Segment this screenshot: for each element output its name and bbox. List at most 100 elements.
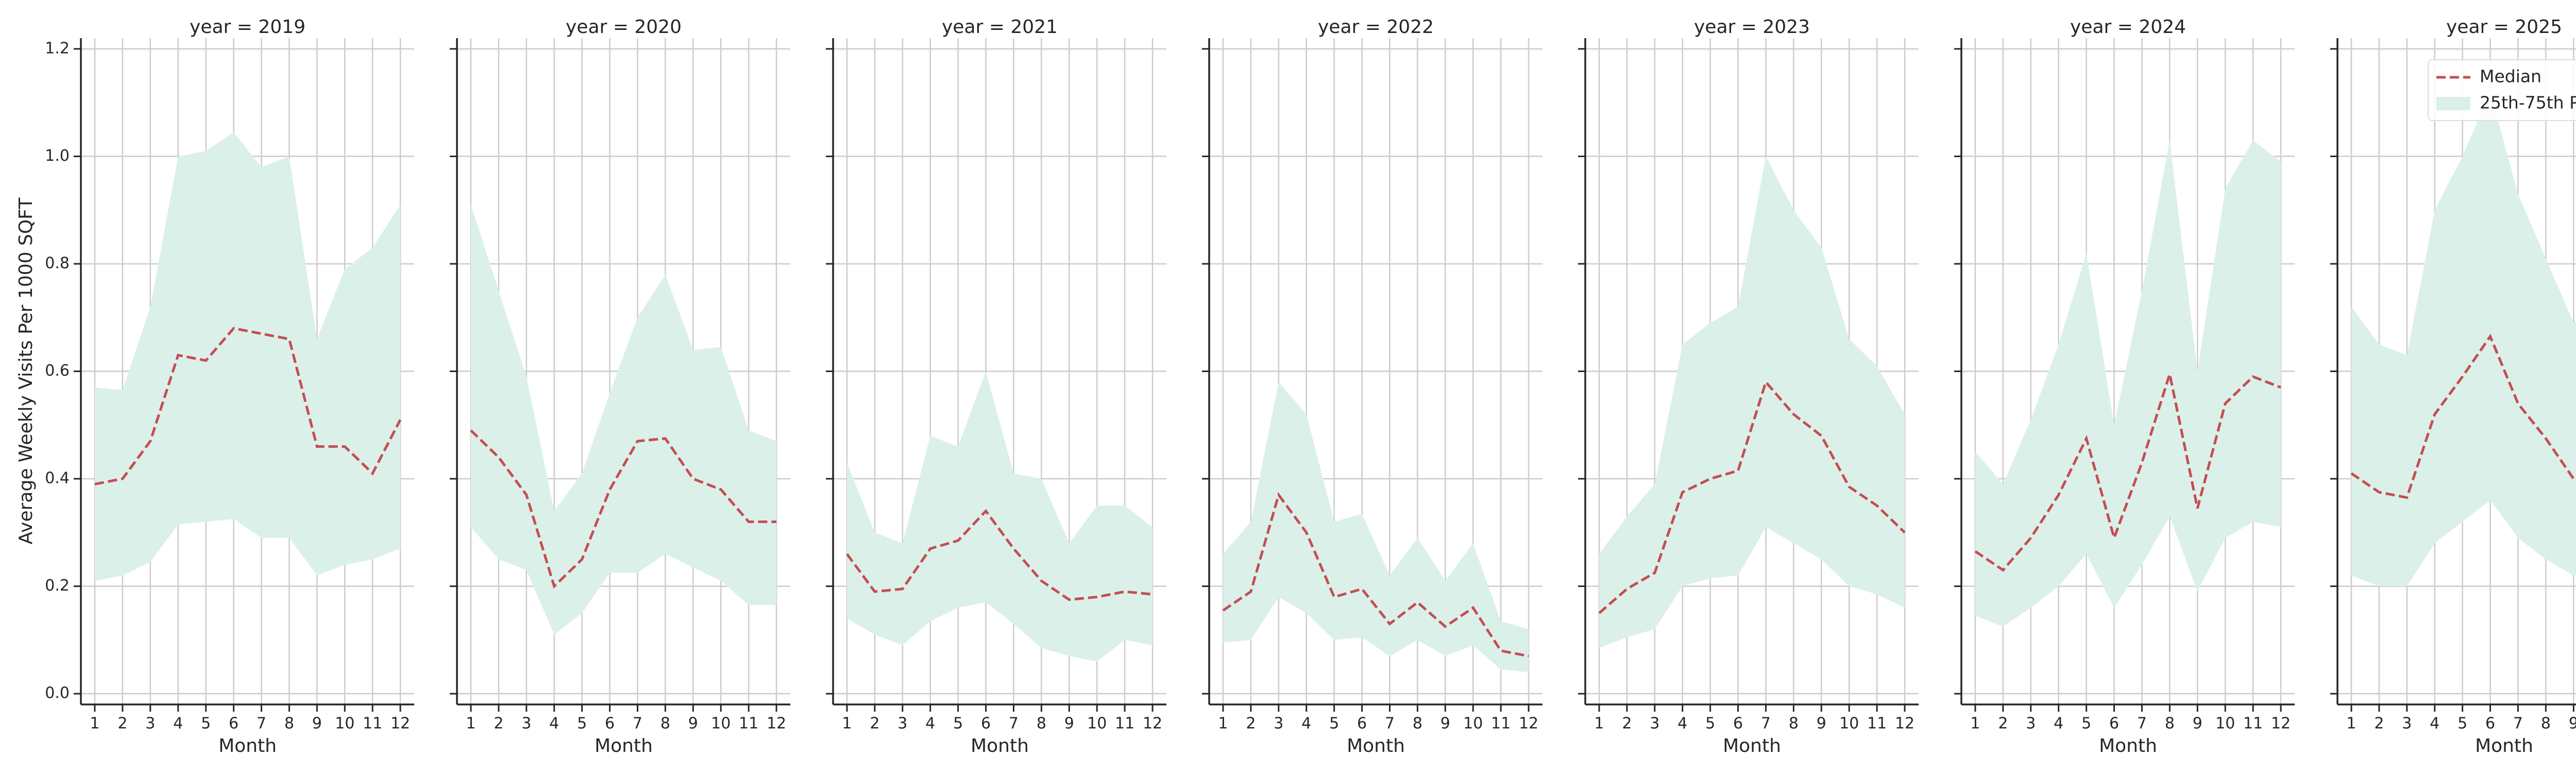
x-tick-label: 9 [1064, 715, 1074, 733]
y-axis-label: Average Weekly Visits Per 1000 SQFT [15, 197, 37, 545]
x-axis-label: Month [1723, 735, 1781, 757]
x-tick-label: 11 [739, 715, 758, 733]
x-tick-label: 5 [201, 715, 211, 733]
x-tick-label: 7 [2137, 715, 2147, 733]
x-tick-label: 9 [2193, 715, 2202, 733]
facet-title: year = 2021 [942, 16, 1058, 38]
x-axis-label: Month [2475, 735, 2533, 757]
x-axis-label: Month [971, 735, 1029, 757]
median-line [1974, 368, 2281, 572]
percentile-band [1975, 140, 2281, 627]
x-tick-label: 12 [2271, 715, 2291, 733]
percentile-band [1599, 156, 1905, 648]
x-tick-label: 10 [1463, 715, 1483, 733]
x-tick-label: 12 [1895, 715, 1914, 733]
x-tick-label: 7 [2513, 715, 2523, 733]
x-tick-label: 6 [2109, 715, 2119, 733]
x-tick-label: 4 [925, 715, 935, 733]
x-tick-label: 2 [1622, 715, 1632, 733]
x-tick-label: 12 [767, 715, 786, 733]
legend-label: 25th-75th Percentile [2480, 93, 2576, 113]
x-tick-label: 5 [577, 715, 587, 733]
y-tick-label: 0.4 [45, 469, 70, 488]
facet-title: year = 2022 [1318, 16, 1434, 38]
x-tick-label: 3 [1650, 715, 1659, 733]
x-tick-label: 1 [1970, 715, 1980, 733]
x-tick-label: 4 [2430, 715, 2439, 733]
x-tick-label: 3 [521, 715, 531, 733]
x-tick-label: 7 [1385, 715, 1395, 733]
x-tick-label: 8 [1037, 715, 1046, 733]
x-tick-label: 11 [2243, 715, 2263, 733]
x-tick-label: 1 [1594, 715, 1604, 733]
x-tick-label: 8 [1413, 715, 1422, 733]
median-line [470, 429, 777, 589]
median-line [2350, 333, 2576, 499]
x-tick-label: 11 [363, 715, 382, 733]
percentile-band [470, 205, 777, 635]
x-tick-label: 3 [145, 715, 155, 733]
x-axis-label: Month [1347, 735, 1405, 757]
x-tick-label: 8 [660, 715, 670, 733]
x-tick-label: 2 [1998, 715, 2008, 733]
x-tick-label: 4 [1677, 715, 1687, 733]
x-tick-label: 2 [2374, 715, 2384, 733]
legend-label: Median [2480, 66, 2541, 87]
x-tick-label: 4 [549, 715, 559, 733]
y-tick-label: 1.2 [45, 39, 70, 57]
median-line [94, 327, 402, 485]
facet-title: year = 2020 [566, 16, 682, 38]
percentile-band [846, 371, 1153, 662]
x-tick-label: 8 [2165, 715, 2175, 733]
x-tick-label: 8 [1789, 715, 1799, 733]
x-tick-label: 7 [257, 715, 266, 733]
x-tick-label: 11 [1491, 715, 1511, 733]
y-tick-label: 0.0 [45, 684, 70, 702]
x-tick-label: 2 [117, 715, 127, 733]
x-tick-label: 1 [1218, 715, 1228, 733]
y-tick-label: 0.2 [45, 577, 70, 595]
median-line [845, 509, 1153, 601]
x-tick-label: 4 [1301, 715, 1311, 733]
x-tick-label: 4 [173, 715, 183, 733]
facet-title: year = 2023 [1694, 16, 1810, 38]
x-tick-label: 6 [1357, 715, 1367, 733]
x-tick-label: 11 [1115, 715, 1134, 733]
facet-title: year = 2019 [190, 16, 306, 38]
x-tick-label: 3 [897, 715, 907, 733]
percentile-band [94, 132, 401, 581]
legend-swatch [2436, 97, 2470, 110]
facet-title: year = 2024 [2070, 16, 2186, 38]
x-axis-label: Month [595, 735, 653, 757]
x-tick-label: 1 [2346, 715, 2356, 733]
median-line [1222, 492, 1529, 658]
x-tick-label: 5 [953, 715, 963, 733]
percentile-band [2351, 92, 2576, 586]
x-tick-label: 8 [284, 715, 294, 733]
x-tick-label: 3 [2402, 715, 2412, 733]
x-tick-label: 1 [90, 715, 99, 733]
x-tick-label: 9 [1817, 715, 1826, 733]
x-tick-label: 3 [1274, 715, 1283, 733]
x-tick-label: 9 [688, 715, 698, 733]
x-tick-label: 5 [2081, 715, 2091, 733]
x-tick-label: 6 [229, 715, 239, 733]
x-tick-label: 6 [2485, 715, 2495, 733]
x-tick-label: 7 [1761, 715, 1771, 733]
x-tick-label: 12 [1143, 715, 1162, 733]
x-tick-label: 10 [711, 715, 731, 733]
y-tick-label: 0.8 [45, 254, 70, 272]
median-line [1598, 379, 1906, 614]
x-axis-label: Month [218, 735, 277, 757]
legend: Median 25th-75th Percentile [2428, 59, 2576, 121]
facet-title: year = 2025 [2446, 16, 2562, 38]
x-tick-label: 10 [1087, 715, 1107, 733]
x-tick-label: 6 [1733, 715, 1743, 733]
x-tick-label: 5 [1329, 715, 1339, 733]
y-tick-label: 1.0 [45, 147, 70, 165]
x-tick-label: 2 [870, 715, 879, 733]
x-tick-label: 10 [1839, 715, 1859, 733]
x-tick-label: 10 [335, 715, 354, 733]
x-tick-label: 6 [605, 715, 615, 733]
